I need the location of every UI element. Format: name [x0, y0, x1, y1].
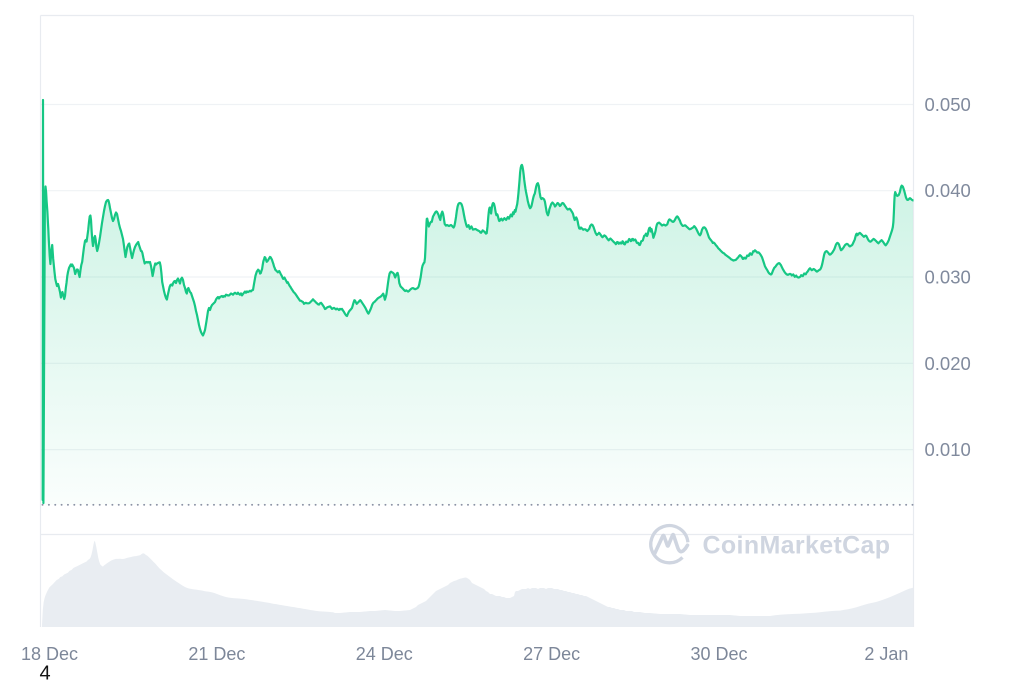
svg-text:30 Dec: 30 Dec — [690, 644, 747, 664]
svg-text:21 Dec: 21 Dec — [188, 644, 245, 664]
svg-text:4: 4 — [40, 663, 51, 683]
svg-text:0.040: 0.040 — [925, 180, 971, 201]
svg-text:CoinMarketCap: CoinMarketCap — [703, 531, 891, 559]
svg-text:0.050: 0.050 — [925, 94, 971, 115]
svg-text:24 Dec: 24 Dec — [356, 644, 413, 664]
svg-text:27 Dec: 27 Dec — [523, 644, 580, 664]
svg-text:0.020: 0.020 — [925, 353, 971, 374]
svg-text:18 Dec: 18 Dec — [21, 644, 78, 664]
svg-text:0.030: 0.030 — [925, 267, 971, 288]
svg-text:0.010: 0.010 — [925, 439, 971, 460]
svg-text:2 Jan: 2 Jan — [864, 644, 908, 664]
